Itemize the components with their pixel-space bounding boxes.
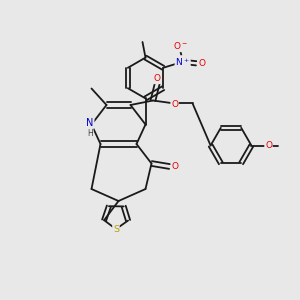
Text: O: O bbox=[198, 59, 205, 68]
Text: H: H bbox=[87, 129, 93, 138]
Text: O: O bbox=[153, 74, 161, 83]
Text: O$^-$: O$^-$ bbox=[173, 40, 188, 51]
Text: S: S bbox=[113, 225, 119, 234]
Text: N: N bbox=[86, 118, 94, 128]
Text: O: O bbox=[265, 141, 272, 150]
Text: N$^+$: N$^+$ bbox=[175, 56, 190, 68]
Text: O: O bbox=[171, 162, 178, 171]
Text: O: O bbox=[171, 100, 178, 109]
